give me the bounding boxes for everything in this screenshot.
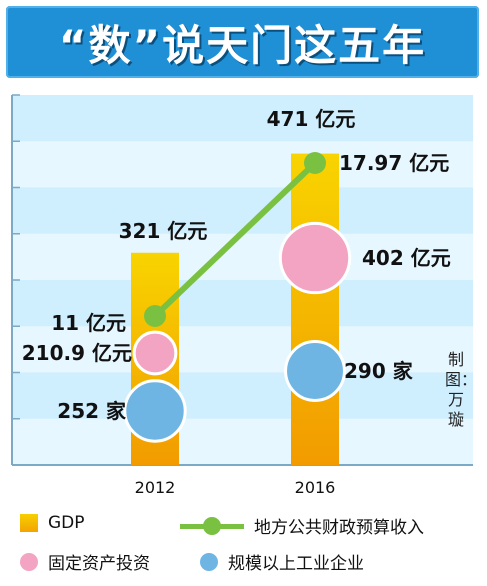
revenue-label-2012: 11 亿元	[51, 311, 126, 335]
author-credit: 制图：万璇	[445, 350, 478, 429]
x-tick-2012: 2012	[135, 478, 176, 497]
legend-label-enterprises: 规模以上工业企业	[228, 554, 364, 574]
revenue-line-swatch	[180, 516, 244, 535]
legend-gdp: GDP	[20, 513, 85, 533]
plot-background	[11, 94, 473, 466]
investment-bubble-2016	[278, 221, 352, 295]
legend-investment: 固定资产投资	[20, 549, 150, 574]
revenue-point-2016	[304, 152, 326, 174]
investment-bubble-2012	[132, 330, 178, 376]
enterprises-dot-swatch	[200, 552, 218, 571]
enterprise-bubble-2012	[123, 379, 187, 443]
grid-band	[12, 326, 473, 373]
enterprise-label-2012: 252 家	[57, 399, 127, 423]
grid-band	[12, 141, 473, 188]
enterprise-bubble-2016	[284, 340, 346, 402]
chart-title: “数”说天门这五年	[58, 20, 427, 70]
x-tick-2016: 2016	[295, 478, 336, 497]
legend-label-investment: 固定资产投资	[48, 554, 150, 574]
gdp-bar-2016	[291, 153, 339, 465]
revenue-label-2016: 17.97 亿元	[339, 151, 449, 175]
investment-label-2012: 210.9 亿元	[22, 341, 132, 365]
legend-label-revenue: 地方公共财政预算收入	[254, 518, 424, 538]
investment-label-2016: 402 亿元	[362, 246, 451, 270]
legend-label-gdp: GDP	[48, 513, 85, 533]
title-banner: “数”说天门这五年	[6, 6, 479, 78]
gdp-label-2016: 471 亿元	[267, 107, 356, 131]
investment-dot-swatch	[20, 552, 38, 571]
gdp-label-2012: 321 亿元	[119, 219, 208, 243]
revenue-point-2012	[144, 305, 166, 327]
gdp-swatch	[20, 514, 38, 532]
grid-band	[12, 233, 473, 280]
revenue-line	[152, 160, 318, 319]
legend-enterprises: 规模以上工业企业	[200, 549, 364, 574]
enterprise-label-2016: 290 家	[344, 359, 414, 383]
legend-revenue: 地方公共财政预算收入	[180, 513, 424, 538]
grid-band	[12, 418, 473, 465]
